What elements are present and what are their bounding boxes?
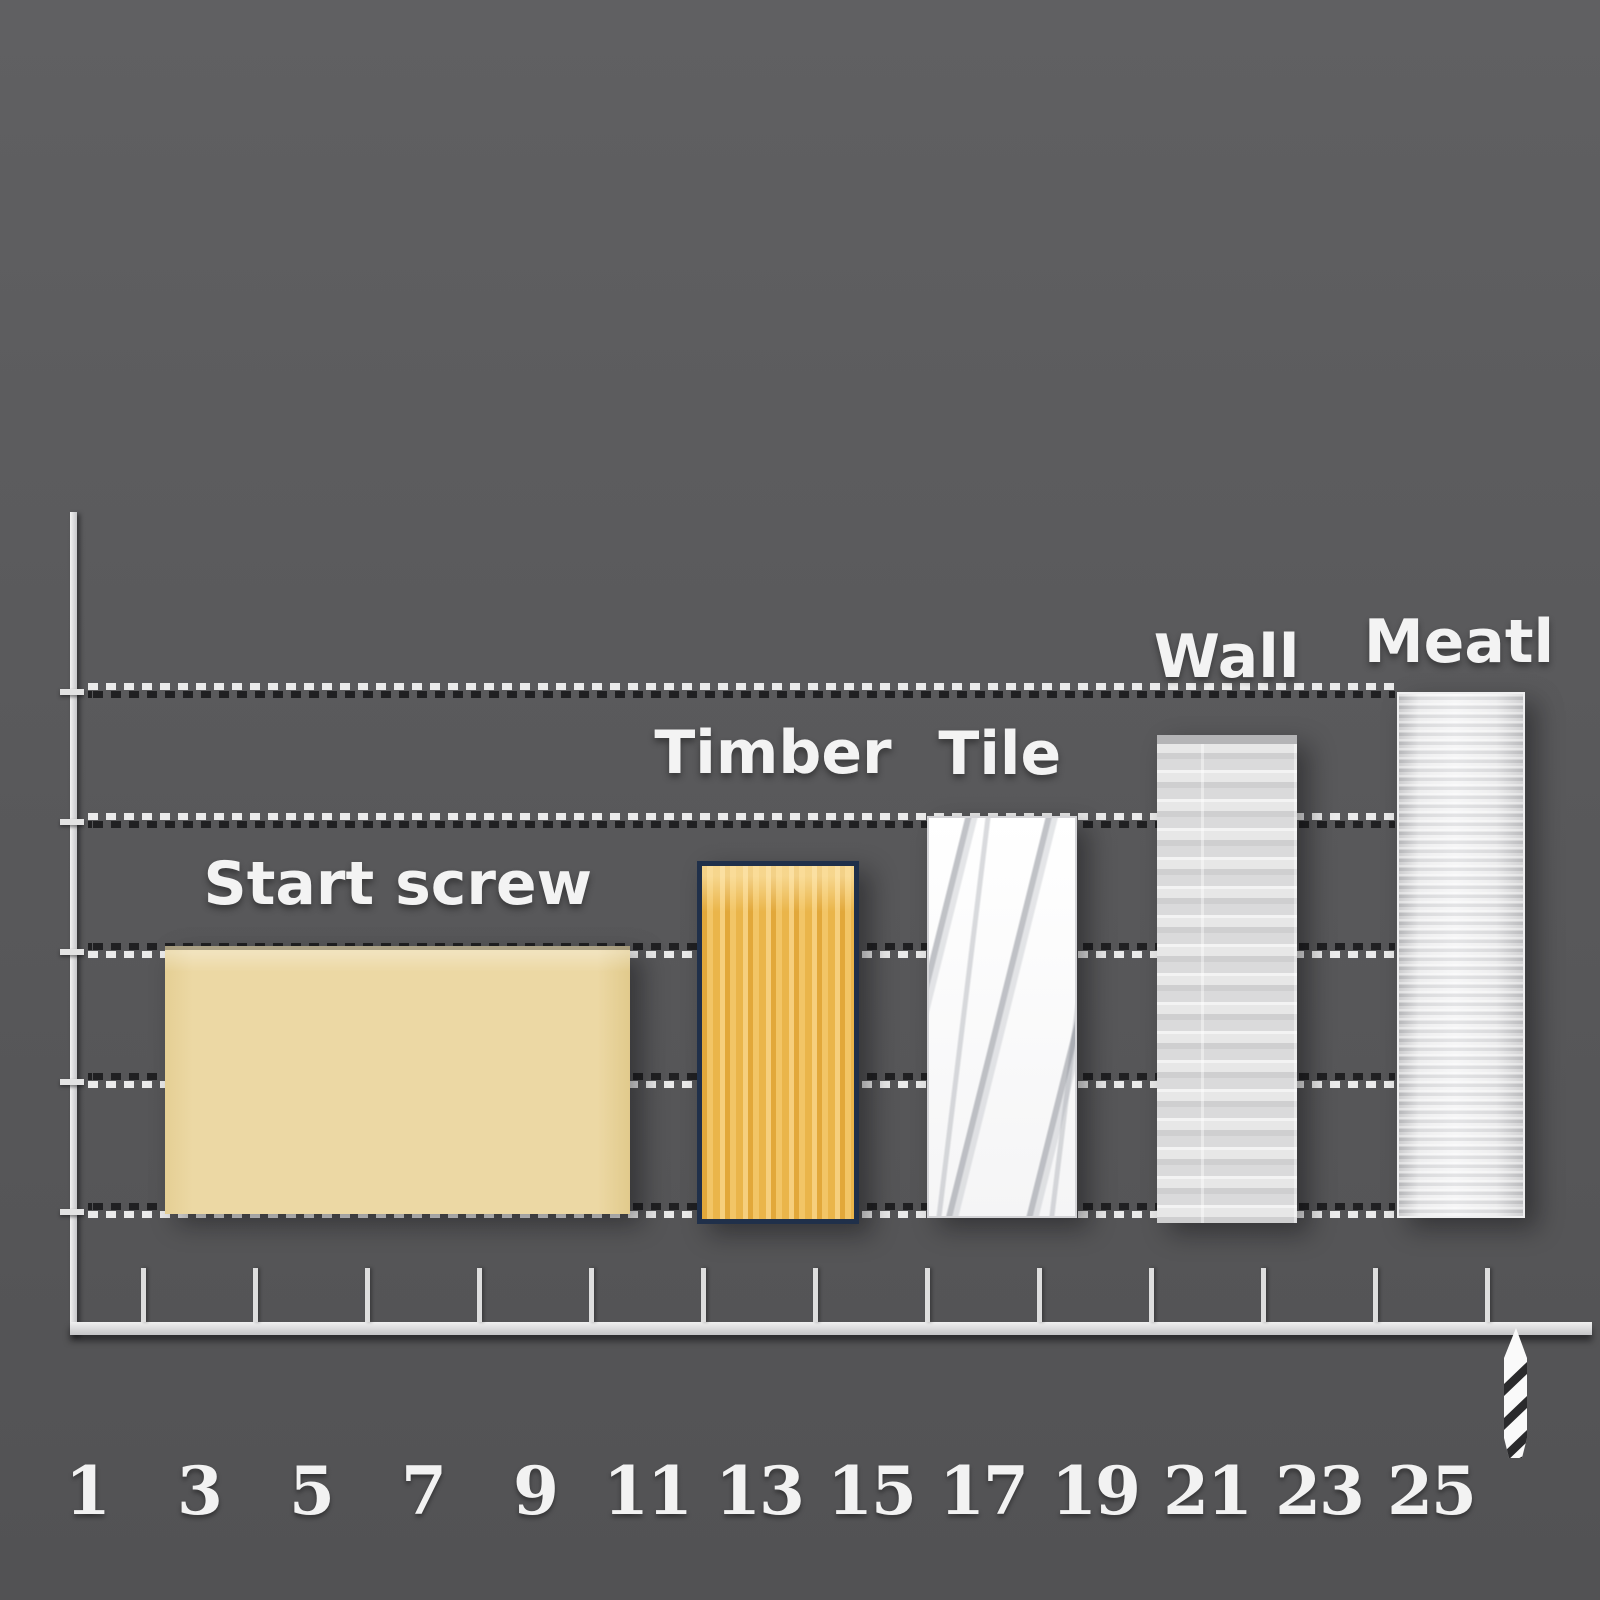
x-axis-label: 21	[1163, 1452, 1253, 1530]
bar-wall	[1156, 734, 1297, 1223]
x-axis-tick	[925, 1268, 930, 1322]
x-axis-tick	[141, 1268, 146, 1322]
bar-label: Tile	[938, 718, 1062, 789]
x-axis-tick	[1149, 1268, 1154, 1322]
x-axis-tick	[1261, 1268, 1266, 1322]
x-axis-label: 15	[827, 1452, 917, 1530]
x-axis-label: 13	[715, 1452, 805, 1530]
x-axis-label: 19	[1051, 1452, 1141, 1530]
x-axis-label: 17	[939, 1452, 1029, 1530]
x-axis-label: 11	[603, 1452, 693, 1530]
bar-tile	[927, 815, 1077, 1218]
y-axis	[70, 512, 77, 1335]
x-axis-label: 9	[513, 1452, 559, 1530]
x-axis-tick	[253, 1268, 258, 1322]
x-axis-tick	[701, 1268, 706, 1322]
gridline	[88, 813, 1395, 829]
bar-label: Timber	[654, 718, 892, 788]
x-axis-label: 7	[401, 1452, 447, 1530]
x-axis-tick	[1037, 1268, 1042, 1322]
x-axis-label: 3	[177, 1452, 223, 1530]
x-axis-tick	[1485, 1268, 1490, 1322]
x-axis-tick	[813, 1268, 818, 1322]
y-axis-tick	[60, 949, 84, 955]
bar-label: Meatl	[1363, 607, 1555, 677]
bar-timber	[697, 861, 859, 1224]
gridline-dashes	[88, 821, 1395, 828]
bar-label: Wall	[1153, 621, 1300, 692]
gridline-dashes	[88, 691, 1395, 698]
x-axis	[70, 1322, 1592, 1335]
bar-label: Start screw	[203, 848, 593, 919]
y-axis-tick	[60, 1209, 84, 1215]
x-axis-tick	[1373, 1268, 1378, 1322]
bar-meatl	[1397, 692, 1525, 1218]
x-axis-label: 5	[289, 1452, 335, 1530]
drill-bit-icon	[1504, 1328, 1527, 1458]
bar-start-screw	[165, 945, 631, 1214]
y-axis-tick	[60, 689, 84, 695]
x-axis-label: 25	[1387, 1452, 1477, 1530]
x-axis-tick	[589, 1268, 594, 1322]
x-axis-label: 1	[65, 1452, 111, 1530]
x-axis-label: 23	[1275, 1452, 1365, 1530]
y-axis-tick	[60, 1079, 84, 1085]
gridline-dashes	[88, 813, 1395, 820]
gridline	[88, 683, 1395, 699]
x-axis-tick	[365, 1268, 370, 1322]
y-axis-tick	[60, 819, 84, 825]
x-axis-tick	[477, 1268, 482, 1322]
gridline-dashes	[88, 683, 1395, 690]
